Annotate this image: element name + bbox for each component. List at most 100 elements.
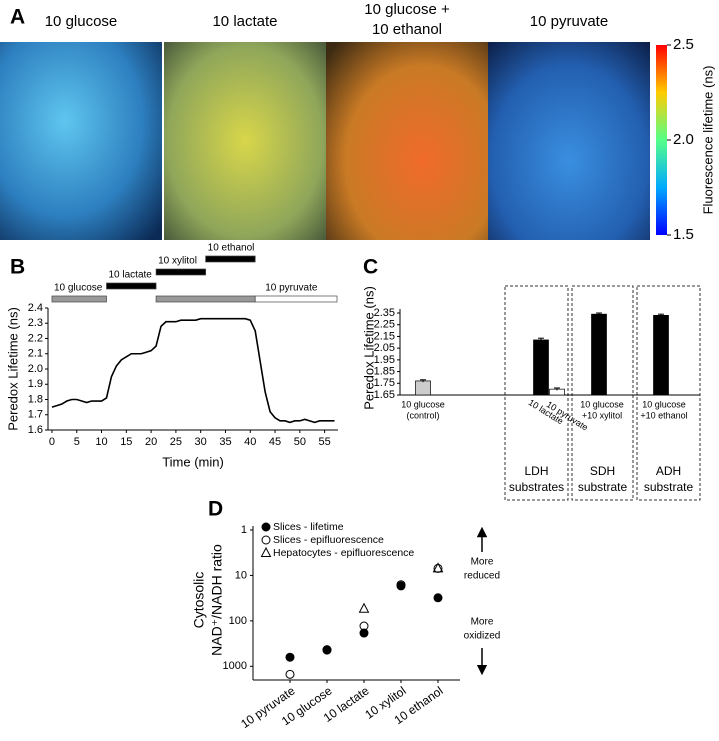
group-box — [636, 285, 701, 501]
category-label: +10 xylitol — [582, 410, 622, 420]
y-tick-label: 2.15 — [374, 330, 395, 342]
x-tick-label: 30 — [195, 436, 207, 448]
period-bar — [155, 268, 206, 276]
x-tick-label: 15 — [120, 436, 132, 448]
y-tick-label: 10 — [235, 569, 247, 581]
marker — [432, 562, 444, 573]
marker — [285, 669, 295, 679]
x-tick-label: 35 — [219, 436, 231, 448]
category-label: 10 glucose — [401, 399, 445, 409]
category-label: 10 glucose — [642, 399, 686, 409]
period-label: 10 xylitol — [158, 256, 197, 267]
colorbar-tick-label: 2.0 — [673, 131, 694, 148]
legend-marker — [261, 535, 271, 545]
y-tick-label: 2.2 — [28, 332, 43, 344]
period-bar — [205, 255, 256, 263]
marker — [396, 580, 406, 590]
x-tick-label: 10 — [95, 436, 107, 448]
image-title: 10 pyruvate — [530, 13, 608, 30]
period-bar — [254, 295, 338, 303]
y-tick-label: 1.8 — [28, 393, 43, 405]
y-tick-label: 2.3 — [28, 317, 43, 329]
y-axis-title: Peredox Lifetime (ns) — [5, 307, 20, 431]
panel-letter: D — [208, 498, 223, 521]
y-tick-label: 2.1 — [28, 348, 43, 360]
colorbar-tick-label: 1.5 — [673, 226, 694, 243]
group-label: substrate — [578, 480, 628, 494]
y-tick-label: 1.7 — [28, 409, 43, 421]
panel-letter: C — [363, 256, 378, 279]
annotation: More — [471, 557, 494, 568]
bar — [415, 380, 431, 396]
x-axis-title: Time (min) — [162, 454, 224, 469]
x-tick-label: 0 — [49, 436, 55, 448]
period-bar — [106, 282, 157, 290]
colorbar-label: Fluorescence lifetime (ns) — [700, 66, 715, 215]
period-label: 10 glucose — [54, 283, 103, 294]
micrograph — [164, 42, 326, 240]
period-bar — [51, 295, 107, 303]
x-tick-label: 45 — [269, 436, 281, 448]
period-bar — [155, 295, 256, 303]
annotation: More — [471, 617, 494, 628]
x-tick-label: 50 — [294, 436, 306, 448]
image-title: 10 lactate — [212, 13, 277, 30]
y-tick-label: 2.4 — [28, 302, 43, 314]
y-axis-title: Peredox Lifetime (ns) — [361, 286, 376, 410]
x-tick-label: 20 — [145, 436, 157, 448]
y-tick-label: 2.05 — [374, 342, 395, 354]
y-tick-label: 1.95 — [374, 354, 395, 366]
y-tick-label: 1.85 — [374, 365, 395, 377]
legend-marker — [260, 546, 272, 557]
marker — [359, 621, 369, 631]
y-tick-label: 1 — [241, 524, 247, 536]
category-label: +10 ethanol — [640, 410, 687, 420]
legend-label: Slices - epifluorescence — [273, 534, 384, 546]
micrograph — [0, 42, 162, 240]
data-line — [51, 317, 335, 424]
x-tick-label: 40 — [244, 436, 256, 448]
x-tick-label: 25 — [170, 436, 182, 448]
marker — [358, 602, 370, 613]
bar — [591, 313, 607, 396]
legend-marker — [261, 522, 271, 532]
micrograph — [326, 42, 488, 240]
y-tick-label: 2.35 — [374, 307, 395, 319]
annotation: reduced — [464, 571, 500, 582]
y-tick-label: 1.65 — [374, 389, 395, 401]
y-tick-label: 1.9 — [28, 378, 43, 390]
period-label: 10 pyruvate — [265, 283, 318, 294]
group-box — [504, 285, 569, 501]
image-title: 10 ethanol — [372, 21, 442, 38]
image-title: 10 glucose — [45, 13, 118, 30]
group-box — [571, 285, 634, 501]
bar — [653, 314, 669, 396]
group-label: substrates — [509, 480, 564, 494]
period-label: 10 ethanol — [208, 243, 255, 254]
y-tick-label: 1.75 — [374, 377, 395, 389]
marker — [322, 645, 332, 655]
image-title: 10 glucose + — [364, 1, 450, 18]
y-tick-label: 2.0 — [28, 363, 43, 375]
category-label: 10 glucose — [580, 399, 624, 409]
group-label: LDH — [524, 464, 548, 478]
x-tick-label: 55 — [318, 436, 330, 448]
colorbar — [656, 45, 667, 235]
y-tick-label: 1.6 — [28, 424, 43, 436]
colorbar-tick-label: 2.5 — [673, 36, 694, 53]
period-label: 10 lactate — [108, 270, 152, 281]
group-label: substrate — [644, 480, 694, 494]
panel-letter: B — [10, 256, 25, 279]
y-tick-label: 2.25 — [374, 319, 395, 331]
annotation: oxidized — [464, 631, 501, 642]
group-label: ADH — [656, 464, 681, 478]
group-label: SDH — [590, 464, 615, 478]
y-tick-label: 100 — [229, 615, 247, 627]
marker — [359, 628, 369, 638]
legend-label: Slices - lifetime — [273, 521, 344, 533]
legend-label: Hepatocytes - epifluorescence — [273, 547, 414, 559]
marker — [285, 652, 295, 662]
category-label: (control) — [406, 410, 439, 420]
y-tick-label: 1000 — [223, 660, 247, 672]
